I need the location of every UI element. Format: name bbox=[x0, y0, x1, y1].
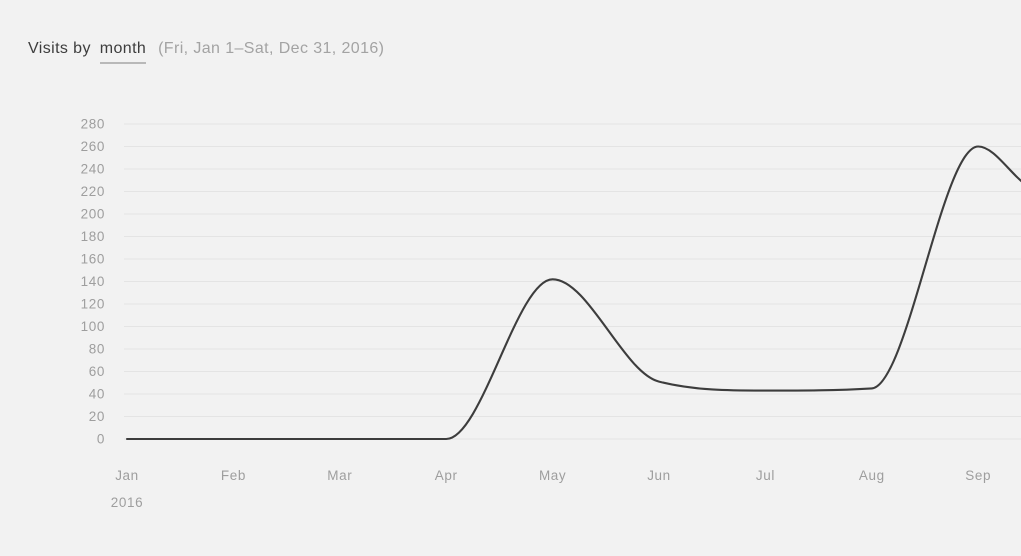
x-axis-tick-label: Sep bbox=[965, 468, 991, 483]
x-axis-year-label: 2016 bbox=[111, 495, 143, 510]
x-axis-tick-label: Jul bbox=[756, 468, 775, 483]
y-axis-tick-label: 240 bbox=[81, 162, 105, 177]
interval-selector[interactable]: month bbox=[99, 40, 147, 64]
y-axis-tick-label: 200 bbox=[81, 207, 105, 222]
y-axis-tick-label: 100 bbox=[81, 319, 105, 334]
y-axis-tick-label: 160 bbox=[81, 252, 105, 267]
x-axis-tick-label: Mar bbox=[327, 468, 352, 483]
y-axis-tick-label: 280 bbox=[81, 117, 105, 132]
y-axis-tick-label: 120 bbox=[81, 297, 105, 312]
y-axis-tick-label: 80 bbox=[89, 342, 105, 357]
date-range-label: (Fri, Jan 1–Sat, Dec 31, 2016) bbox=[158, 40, 385, 57]
y-axis-tick-label: 260 bbox=[81, 139, 105, 154]
x-axis-tick-label: Apr bbox=[435, 468, 458, 483]
x-axis-tick-label: May bbox=[539, 468, 566, 483]
y-axis-tick-label: 0 bbox=[97, 432, 105, 447]
x-axis-tick-label: Jun bbox=[647, 468, 671, 483]
x-axis-tick-label: Jan bbox=[115, 468, 139, 483]
visits-series-line bbox=[125, 145, 1021, 441]
y-axis-tick-label: 180 bbox=[81, 229, 105, 244]
y-axis-tick-label: 20 bbox=[89, 409, 105, 424]
y-axis-tick-label: 60 bbox=[89, 364, 105, 379]
x-axis-tick-label: Aug bbox=[859, 468, 885, 483]
chart-title: Visits by bbox=[28, 40, 91, 57]
y-axis-tick-label: 40 bbox=[89, 387, 105, 402]
y-axis-tick-label: 140 bbox=[81, 274, 105, 289]
y-axis-tick-label: 220 bbox=[81, 184, 105, 199]
chart-header: Visits by month (Fri, Jan 1–Sat, Dec 31,… bbox=[28, 40, 385, 64]
x-axis-tick-label: Feb bbox=[221, 468, 246, 483]
